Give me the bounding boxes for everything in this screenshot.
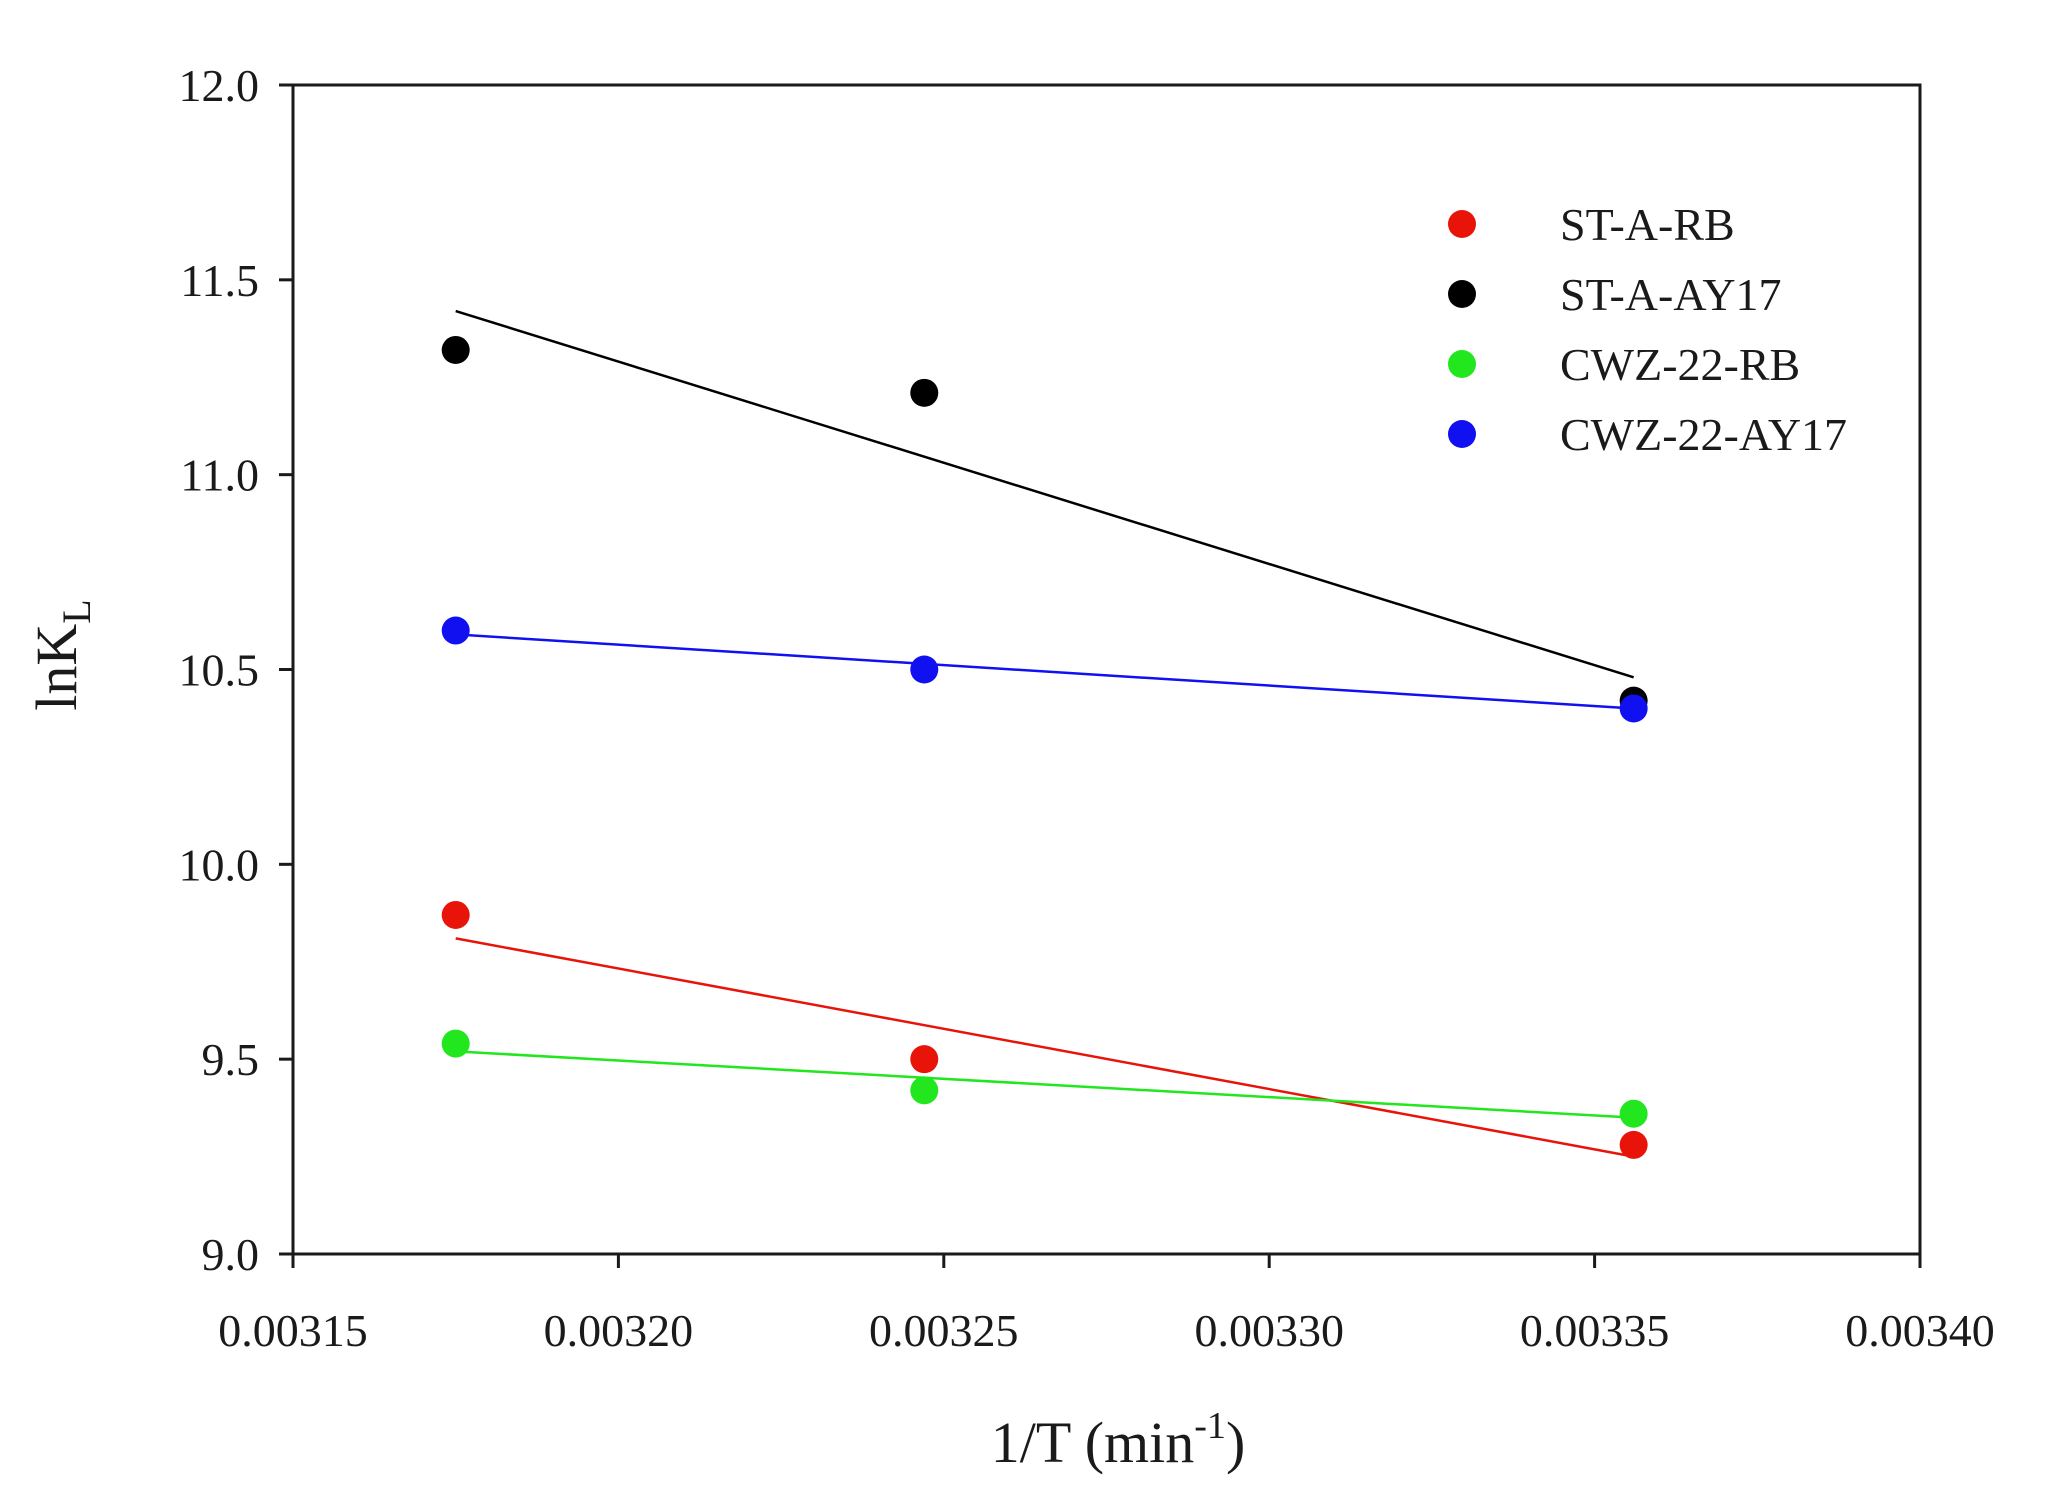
data-point-st-a-rb	[910, 1045, 939, 1074]
x-tick-label: 0.00340	[1845, 1305, 1995, 1356]
y-tick-label: 9.5	[202, 1034, 260, 1085]
fit-line-cwz-22-ay17	[455, 633, 1634, 710]
fit-line-st-a-ay17	[455, 309, 1635, 679]
data-point-st-a-rb	[1619, 1130, 1648, 1159]
legend-label: CWZ-22-RB	[1560, 339, 1800, 390]
x-axis-title-sup: -1	[1194, 1405, 1226, 1447]
y-tick-label: 11.0	[180, 450, 259, 501]
data-point-cwz-22-rb	[1619, 1099, 1648, 1128]
fit-line-cwz-22-rb	[455, 1050, 1634, 1119]
legend-label: ST-A-RB	[1560, 199, 1735, 250]
legend-marker	[1448, 350, 1476, 378]
data-points	[441, 335, 1648, 1159]
y-tick-label: 9.0	[202, 1229, 260, 1280]
x-axis-title-main: 1/T (min	[991, 1410, 1195, 1475]
data-point-cwz-22-ay17	[441, 616, 470, 645]
x-tick-label: 0.00315	[218, 1305, 368, 1356]
y-axis: 9.0 9.5 10.0 10.5 11.0 11.5 12.0	[179, 60, 293, 1280]
legend-label: ST-A-AY17	[1560, 269, 1782, 320]
x-tick-label: 0.00320	[544, 1305, 694, 1356]
fit-lines	[455, 309, 1635, 1158]
y-tick-label: 10.5	[179, 645, 260, 696]
x-tick-label: 0.00330	[1194, 1305, 1344, 1356]
x-tick-label: 0.00335	[1520, 1305, 1670, 1356]
plot-frame	[291, 83, 1922, 1256]
data-point-st-a-rb	[441, 900, 470, 929]
legend-label: CWZ-22-AY17	[1560, 409, 1847, 460]
y-tick-label: 12.0	[179, 60, 260, 111]
legend-marker	[1448, 210, 1476, 238]
x-axis-title: 1/T (min-1)	[991, 1405, 1246, 1475]
data-point-cwz-22-rb	[910, 1076, 939, 1105]
y-tick-label: 10.0	[179, 839, 260, 890]
legend-marker	[1448, 420, 1476, 448]
legend-marker	[1448, 280, 1476, 308]
y-tick-label: 11.5	[180, 255, 259, 306]
data-point-cwz-22-ay17	[1619, 694, 1648, 723]
x-axis: 0.00315 0.00320 0.00325 0.00330 0.00335 0.003…	[218, 1254, 1995, 1356]
y-axis-title-sub: L	[54, 599, 99, 623]
y-axis-title: lnKL	[24, 599, 99, 710]
data-point-st-a-ay17	[441, 335, 470, 364]
fit-line-st-a-rb	[455, 937, 1634, 1158]
x-axis-title-tail: )	[1226, 1410, 1245, 1475]
data-point-st-a-ay17	[910, 378, 939, 407]
data-point-cwz-22-ay17	[910, 655, 939, 684]
y-axis-title-main: lnK	[24, 624, 89, 711]
x-tick-label: 0.00325	[869, 1305, 1019, 1356]
data-point-cwz-22-rb	[441, 1029, 470, 1058]
legend: ST-A-RB ST-A-AY17 CWZ-22-RB CWZ-22-AY17	[1448, 199, 1847, 460]
